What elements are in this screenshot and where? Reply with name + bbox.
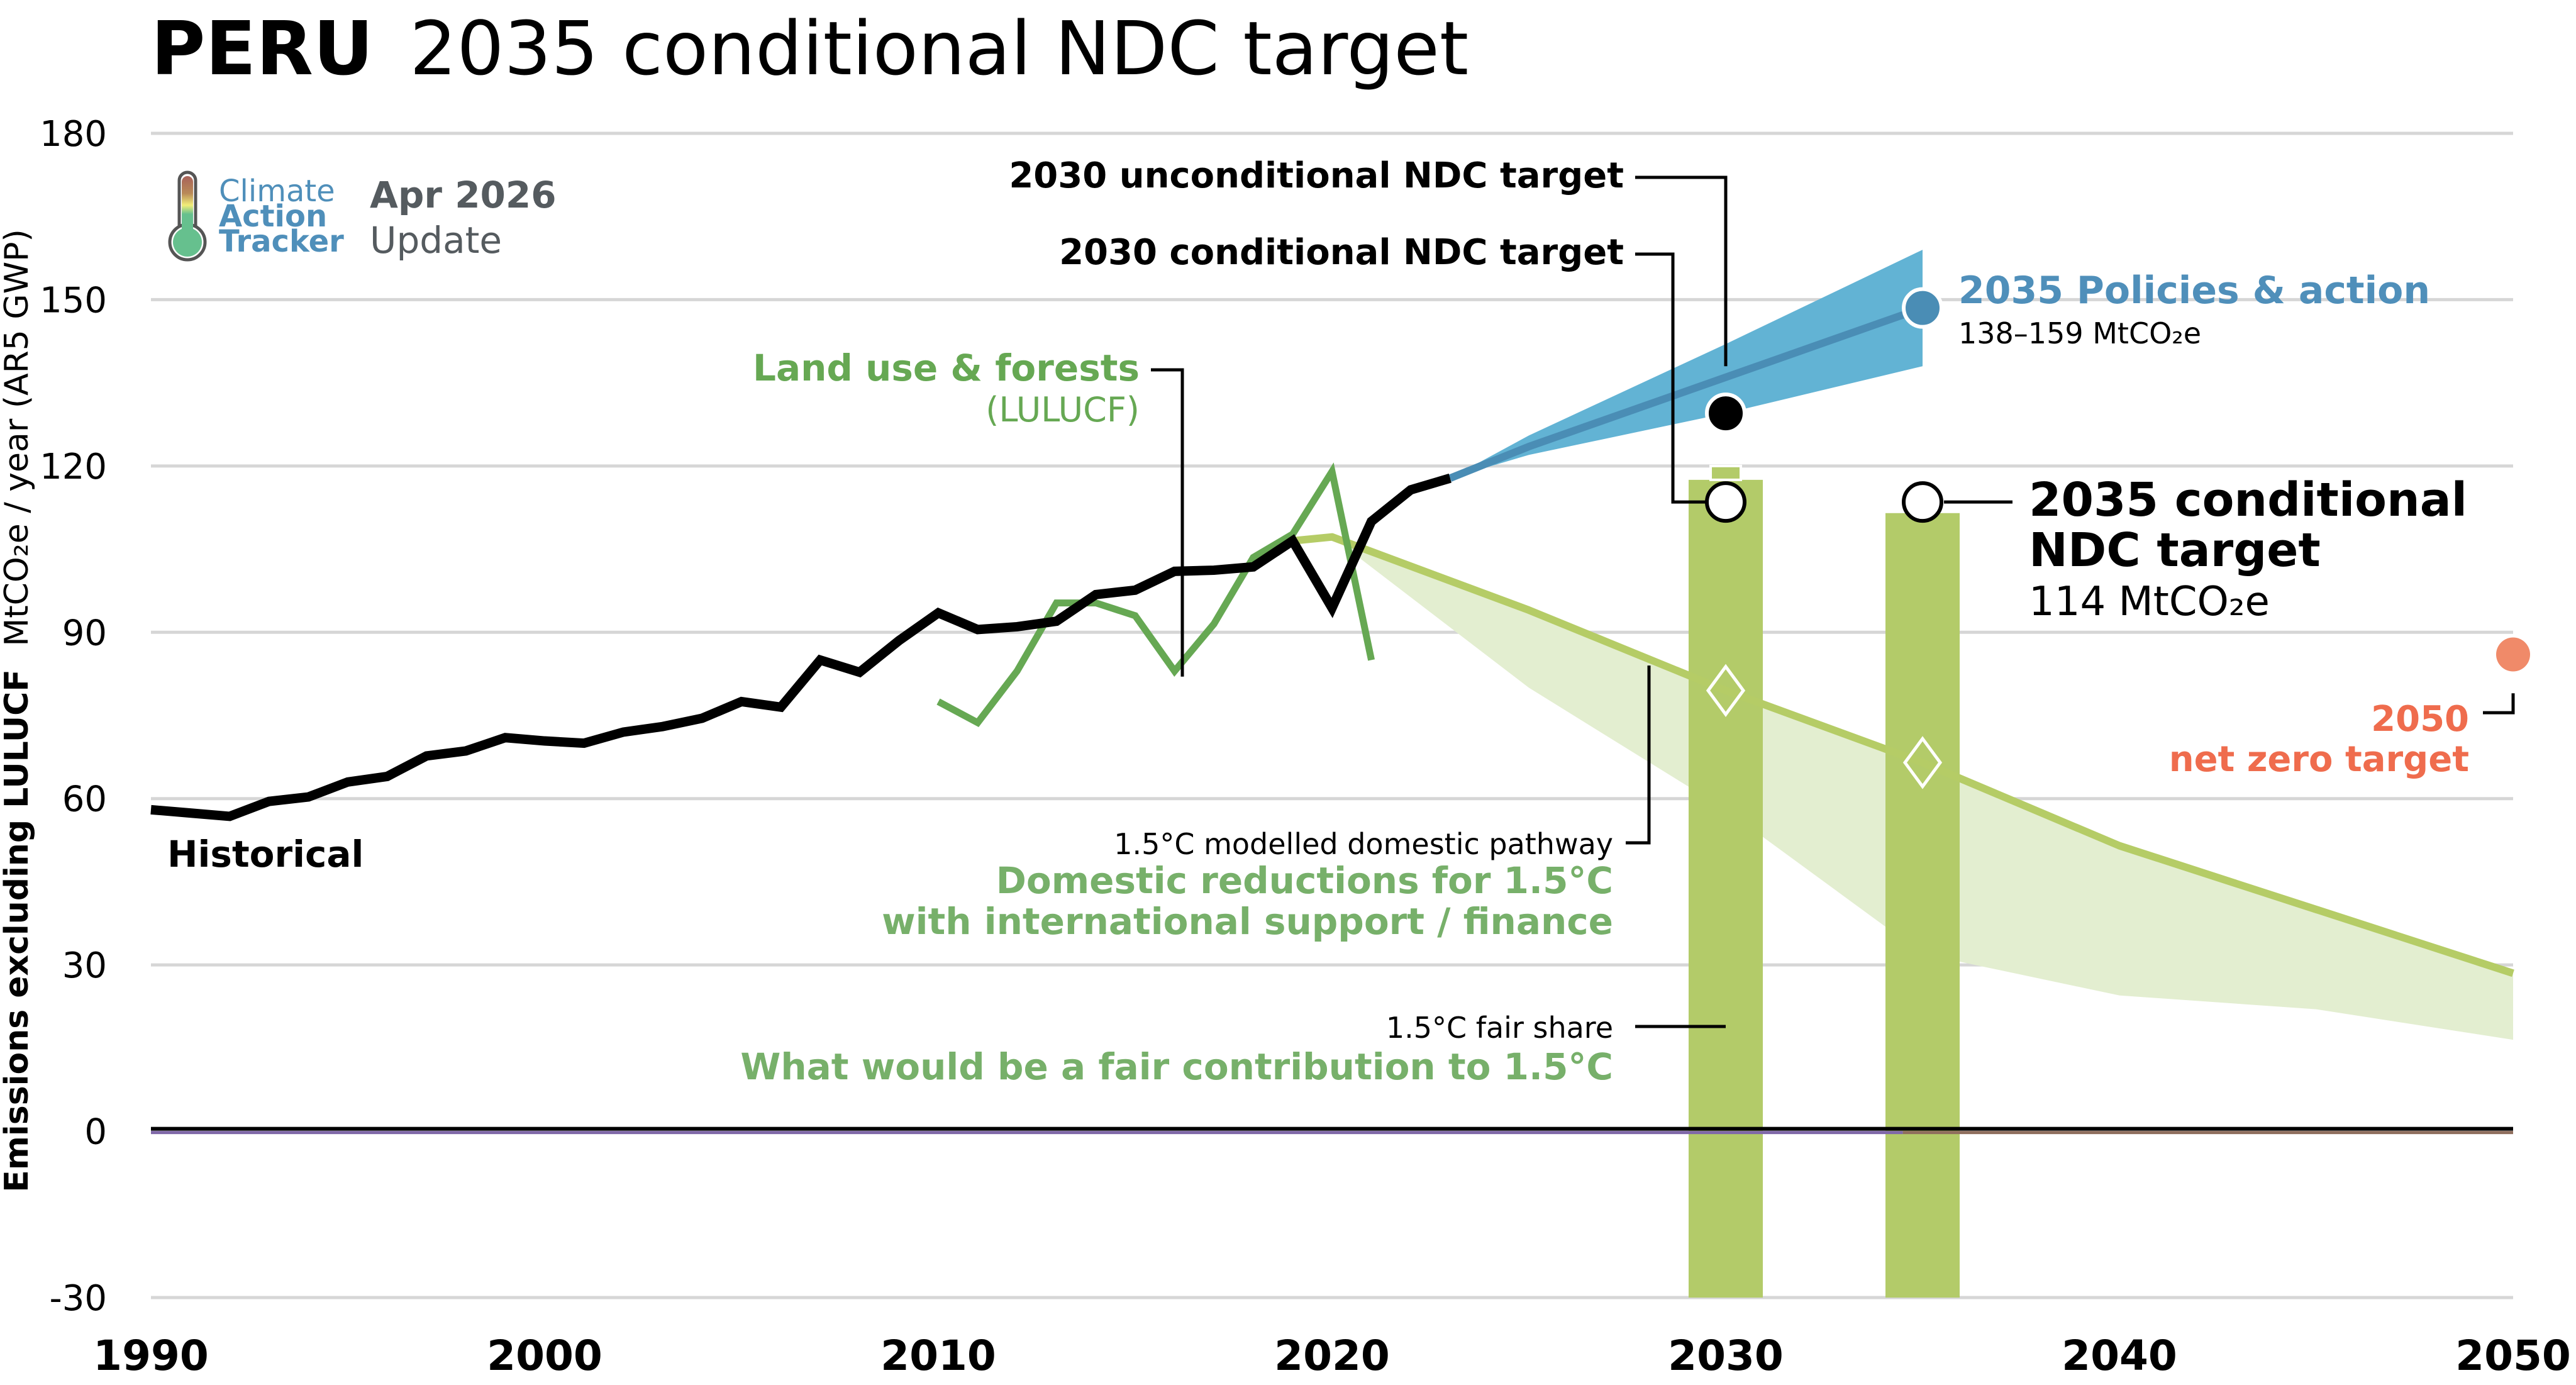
- net-zero-label-1: 2050: [2371, 699, 2469, 740]
- x-tick-2010: 2010: [880, 1332, 996, 1380]
- title-country: PERU: [151, 5, 374, 92]
- cat-logo: Climate Action Tracker Apr 2026 Update: [168, 170, 557, 262]
- lulucf-label-sub: (LULUCF): [985, 390, 1140, 430]
- ndc-2035-value: 114 MtCO₂e: [2029, 579, 2270, 625]
- x-tick-2020: 2020: [1274, 1332, 1390, 1380]
- y-tick-30: 30: [62, 945, 107, 986]
- policies-label: 2035 Policies & action: [1958, 269, 2430, 313]
- leader-conditional-2030: [1635, 252, 1707, 504]
- domestic-label-2: with international support / finance: [882, 900, 1613, 943]
- logo-climate: Climate: [219, 174, 335, 209]
- zero-line: [151, 1126, 2513, 1135]
- y-tick--30: -30: [50, 1278, 107, 1319]
- policies-range: 138–159 MtCO₂e: [1958, 316, 2201, 350]
- markers: [1705, 287, 2530, 789]
- x-tick-2040: 2040: [2062, 1332, 2177, 1380]
- fair-share-bars: [1689, 464, 1960, 1298]
- y-tick-60: 60: [62, 779, 107, 820]
- domestic-label-1: Domestic reductions for 1.5°C: [996, 859, 1613, 902]
- y-axis-label-bold: Emissions excluding LULUCF: [0, 669, 36, 1193]
- net-zero-label-2: net zero target: [2169, 739, 2469, 780]
- y-axis-label-units: MtCO₂e / year (AR5 GWP): [0, 229, 36, 646]
- domestic-pathway-line: [1292, 533, 2514, 977]
- historical-line: [150, 474, 1452, 821]
- y-tick-180: 180: [40, 114, 107, 155]
- pathway-label: 1.5°C modelled domestic pathway: [1114, 827, 1613, 861]
- leader-unconditional-2030: [1635, 175, 1728, 367]
- title-subtitle: 2035 conditional NDC target: [409, 5, 1468, 92]
- 2050-net-zero-target-marker: [2496, 637, 2530, 672]
- y-tick-150: 150: [40, 280, 107, 321]
- ndc-2035-label-1: 2035 conditional: [2029, 473, 2467, 527]
- leader-pathway: [1626, 665, 1651, 845]
- 2035-conditional-ndc-target-marker: [1902, 481, 1943, 523]
- x-tick-2000: 2000: [487, 1332, 602, 1380]
- y-tick-labels: 180 150 120 90 60 30 0 -30: [40, 114, 107, 1319]
- lulucf-label: Land use & forests: [753, 347, 1140, 389]
- y-tick-90: 90: [62, 613, 107, 654]
- leader-net-zero: [2483, 693, 2515, 715]
- fair-share-small-label: 1.5°C fair share: [1386, 1011, 1613, 1045]
- policies-median-line: [1448, 304, 1924, 482]
- update-label: Update: [370, 219, 502, 262]
- x-tick-labels: 1990 2000 2010 2020 2030 2040 2050: [93, 1332, 2571, 1380]
- fair-share-bar-2030: [1689, 479, 1763, 1298]
- y-tick-0: 0: [84, 1112, 107, 1153]
- x-tick-2050: 2050: [2455, 1332, 2571, 1380]
- fair-share-bar-2035: [1885, 513, 1960, 1298]
- 1-5-c-pathway-2035-marker: [1902, 736, 1943, 789]
- ndc-2035-label-2: NDC target: [2029, 523, 2321, 577]
- series-lines: [150, 304, 2514, 977]
- policies-band: [1450, 250, 1923, 479]
- x-tick-2030: 2030: [1668, 1332, 1784, 1380]
- svg-text:PERU 2035 conditional NDC: PERU 2035 conditional NDC target: [151, 5, 1468, 92]
- svg-text:Emissions excluding LULUCF: Emissions excluding LULUCF MtCO₂e / year…: [0, 229, 36, 1193]
- 1-5-c-pathway-2030-marker: [1706, 664, 1746, 718]
- x-tick-1990: 1990: [93, 1332, 209, 1380]
- unconditional-2030-label: 2030 unconditional NDC target: [1009, 155, 1624, 196]
- fair-share-bar-top-2030: [1709, 464, 1742, 481]
- logo-action: Action: [219, 199, 327, 234]
- lulucf-line: [936, 462, 1375, 728]
- 2035-policies-action-marker: [1902, 287, 1943, 329]
- logo-tracker: Tracker: [219, 224, 344, 259]
- update-date: Apr 2026: [370, 174, 557, 216]
- conditional-2030-label: 2030 conditional NDC target: [1059, 232, 1624, 273]
- y-tick-120: 120: [40, 447, 107, 487]
- annotation-leaders: [1151, 175, 2515, 1028]
- 2030-conditional-ndc-target-marker: [1705, 481, 1746, 523]
- 2030-unconditional-ndc-target-marker: [1705, 392, 1746, 435]
- thermometer-icon: [168, 170, 207, 262]
- historical-label: Historical: [167, 833, 364, 876]
- leader-lulucf: [1151, 368, 1184, 677]
- fair-share-big-label: What would be a fair contribution to 1.5…: [740, 1045, 1613, 1088]
